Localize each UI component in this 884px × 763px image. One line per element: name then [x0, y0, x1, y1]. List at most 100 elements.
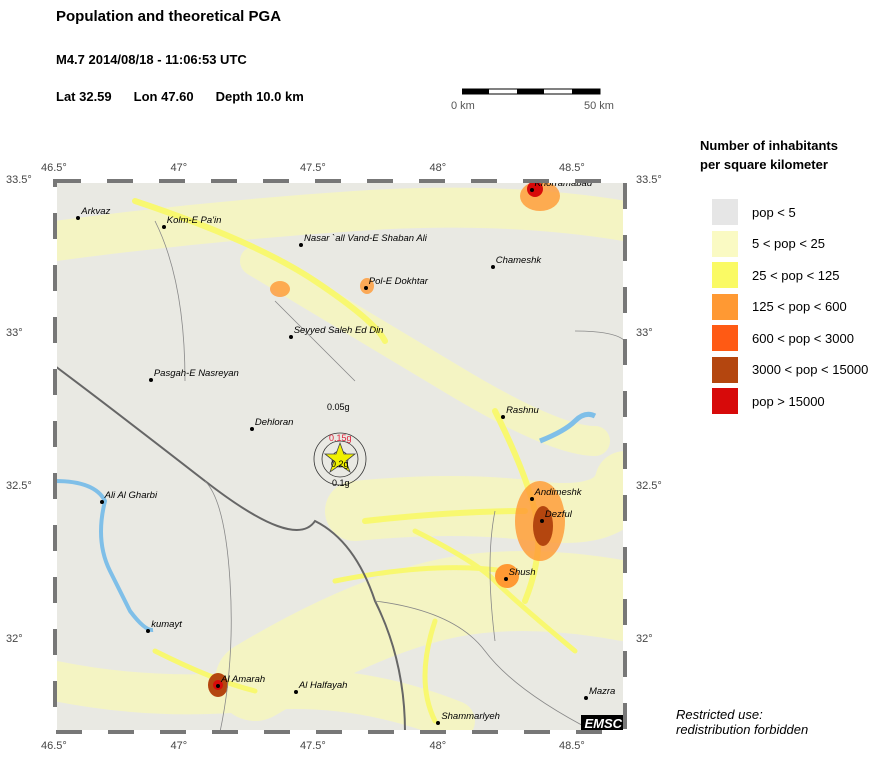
legend-title-line: per square kilometer	[700, 157, 828, 172]
city-label: Chameshk	[495, 254, 542, 266]
legend-swatch	[712, 325, 738, 351]
map-title: Population and theoretical PGA	[56, 8, 282, 25]
city-marker	[299, 243, 304, 248]
scale-end: 50 km	[584, 100, 614, 112]
event-location: Lat 32.59 Lon 47.60 Depth 10.0 km	[56, 89, 326, 104]
legend-swatch	[712, 356, 738, 383]
city-label: Nasar `all Vand-E Shaban Ali	[304, 233, 427, 245]
emsc-logo: EMSC	[581, 715, 625, 732]
lon-tick-label: 46.5°	[41, 740, 67, 752]
lat-tick-label: 32°	[6, 633, 23, 645]
city-label: Shammarlyeh	[441, 710, 500, 722]
pga-label: 0.15g	[329, 433, 352, 443]
lon-tick-label: 47.5°	[300, 740, 326, 752]
city-marker	[148, 377, 153, 382]
lat-tick-label: 32°	[636, 633, 653, 645]
city-marker	[529, 188, 534, 193]
city-marker	[76, 215, 81, 220]
city-marker	[363, 286, 368, 291]
notice-line: redistribution forbidden	[676, 722, 809, 737]
lon-tick-label: 47°	[170, 740, 188, 752]
legend-item: pop < 5	[712, 199, 796, 225]
lon-tick-label: 48°	[429, 162, 447, 174]
scale-bar	[462, 88, 601, 95]
city-marker	[249, 426, 254, 431]
scale-start: 0 km	[451, 100, 475, 112]
legend-swatch	[712, 230, 738, 257]
depth-value: Depth 10.0 km	[215, 89, 304, 104]
city-label: Ali Al Gharbi	[104, 490, 158, 502]
lat-tick-label: 33.5°	[636, 174, 662, 186]
legend-swatch	[712, 293, 738, 320]
city-label: Dezful	[544, 508, 572, 520]
legend-title-line: Number of inhabitants	[700, 138, 838, 153]
legend-label: pop < 5	[752, 204, 796, 220]
city-label: Mazra	[588, 686, 616, 698]
legend-swatch	[712, 262, 738, 288]
city-marker	[99, 500, 104, 505]
city-label: Khorramabad	[534, 181, 593, 190]
lon-tick-label: 48°	[429, 740, 447, 752]
rivers	[55, 411, 597, 633]
city-label: Al Halfayah	[298, 680, 348, 692]
lat-tick-label: 33.5°	[6, 174, 32, 186]
pga-label: 0.05g	[327, 402, 350, 412]
city-marker	[539, 518, 544, 523]
lon-tick-label: 48.5°	[559, 162, 585, 174]
pga-label: 0.2g	[331, 459, 349, 469]
city-label: Al Amarah	[221, 673, 266, 685]
city-marker	[529, 497, 534, 502]
city-label: Rashnu	[506, 404, 539, 416]
legend-item: 600 < pop < 3000	[712, 325, 854, 351]
city-label: Shush	[508, 566, 536, 578]
lat-tick-label: 33°	[6, 327, 23, 339]
city-label: Pasgah-E Nasreyan	[153, 367, 239, 379]
legend-item: pop > 15000	[712, 388, 825, 414]
city-marker	[490, 264, 495, 269]
legend-label: 3000 < pop < 15000	[752, 362, 869, 377]
lat-tick-label: 33°	[636, 327, 653, 339]
legend-label: 25 < pop < 125	[752, 267, 840, 283]
lon-value: Lon 47.60	[133, 89, 194, 104]
borders	[55, 220, 625, 732]
map-frame	[53, 179, 627, 734]
event-info: M4.7 2014/08/18 - 11:06:53 UTC	[56, 52, 247, 67]
legend-swatch	[712, 388, 738, 414]
legend-label: pop > 15000	[752, 393, 825, 409]
legend-title: Number of inhabitants per square kilomete…	[700, 136, 838, 174]
city-marker	[503, 576, 508, 581]
legend-label: 600 < pop < 3000	[752, 330, 854, 346]
city-marker	[146, 628, 151, 633]
city-marker	[293, 690, 298, 695]
city-label: Arkvaz	[81, 205, 111, 217]
lat-tick-label: 32.5°	[6, 480, 32, 492]
city-label: kumayt	[151, 618, 182, 630]
lon-tick-label: 46.5°	[41, 162, 67, 174]
lat-tick-label: 32.5°	[636, 480, 662, 492]
city-label: Pol-E Dokhtar	[368, 276, 428, 288]
notice-line: Restricted use:	[676, 707, 763, 722]
city-label: Seyyed Saleh Ed Din	[293, 325, 384, 337]
city-marker	[436, 720, 441, 725]
lon-tick-label: 47°	[170, 162, 188, 174]
legend-item: 5 < pop < 25	[712, 230, 826, 257]
legend-label: 125 < pop < 600	[752, 299, 847, 314]
epicenter-star-icon	[323, 441, 357, 474]
city-marker	[216, 683, 221, 688]
legend-item: 3000 < pop < 15000	[712, 356, 869, 383]
city-marker	[161, 224, 166, 229]
city-label: Andimeshk	[534, 487, 582, 499]
legend-swatch	[712, 199, 738, 225]
legend-item: 125 < pop < 600	[712, 293, 847, 320]
lon-tick-label: 48.5°	[559, 740, 585, 752]
legend-item: 25 < pop < 125	[712, 262, 839, 288]
pga-label: 0.1g	[332, 478, 350, 488]
usage-notice: Restricted use: redistribution forbidden	[676, 707, 808, 737]
lon-tick-label: 47.5°	[300, 162, 326, 174]
city-label: Kolm-E Pa'in	[166, 214, 222, 226]
legend-label: 5 < pop < 25	[752, 236, 826, 251]
city-marker	[288, 335, 293, 340]
lat-value: Lat 32.59	[56, 89, 112, 104]
population-map[interactable]: 0.05g 0.15g 0.2g 0.1g Khorramabad Arkvaz K…	[55, 181, 625, 732]
city-marker	[501, 414, 506, 419]
